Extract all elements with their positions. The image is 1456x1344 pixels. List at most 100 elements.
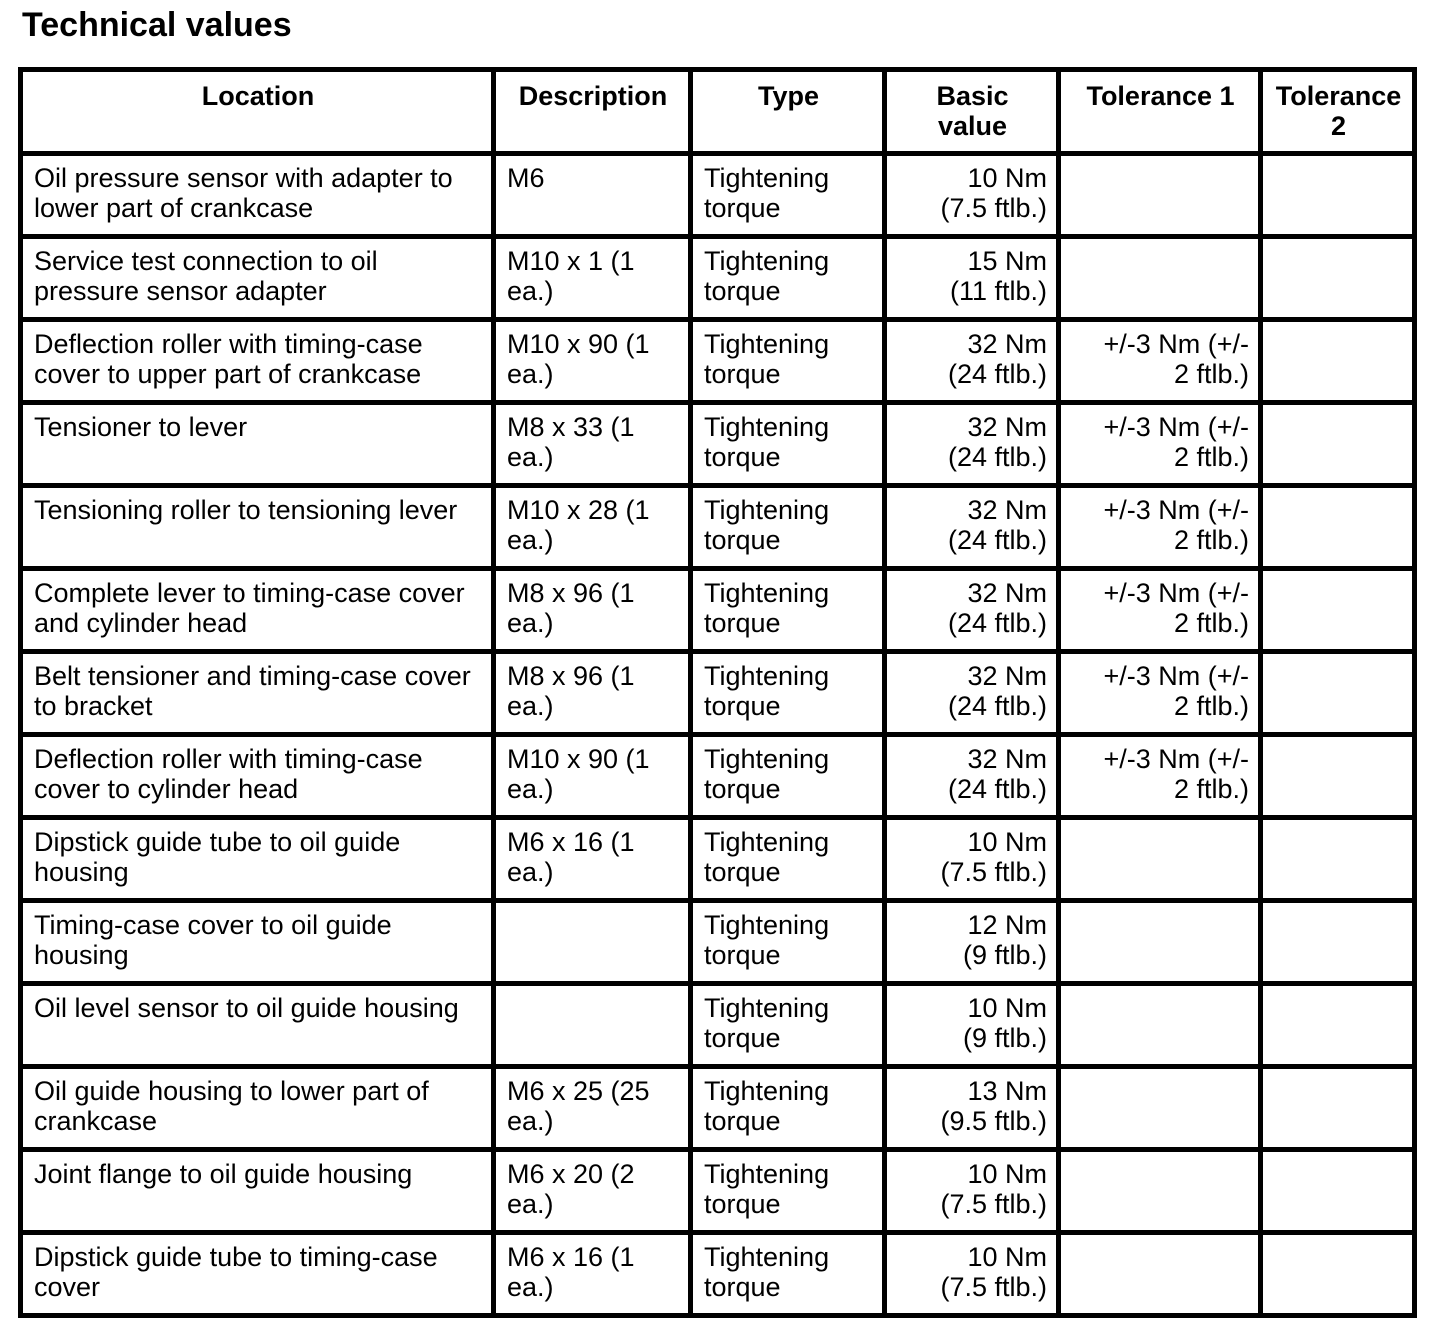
cell-location: Joint flange to oil guide housing	[18, 1147, 496, 1235]
cell-tolerance-2	[1258, 400, 1417, 488]
cell-basic-value: 10 Nm (7.5 ftlb.)	[882, 1230, 1061, 1318]
cell-description: M6 x 20 (2 ea.)	[491, 1147, 693, 1235]
cell-tolerance-1: +/-3 Nm (+/- 2 ftlb.)	[1056, 732, 1263, 820]
cell-description: M6	[491, 151, 693, 239]
cell-type: Tightening torque	[688, 566, 887, 654]
cell-description: M8 x 33 (1 ea.)	[491, 400, 693, 488]
col-header-type: Type	[688, 67, 887, 156]
cell-type: Tightening torque	[688, 649, 887, 737]
cell-tolerance-2	[1258, 317, 1417, 405]
page-title: Technical values	[22, 6, 292, 44]
cell-description: M10 x 1 (1 ea.)	[491, 234, 693, 322]
cell-tolerance-1: +/-3 Nm (+/- 2 ftlb.)	[1056, 400, 1263, 488]
table-row: Oil level sensor to oil guide housing Ti…	[18, 981, 1417, 1069]
cell-tolerance-1	[1056, 234, 1263, 322]
cell-description	[491, 981, 693, 1069]
cell-tolerance-2	[1258, 898, 1417, 986]
cell-description	[491, 898, 693, 986]
col-header-tolerance-1: Tolerance 1	[1056, 67, 1263, 156]
cell-description: M10 x 90 (1 ea.)	[491, 732, 693, 820]
cell-location: Oil level sensor to oil guide housing	[18, 981, 496, 1069]
cell-location: Deflection roller with timing-case cover…	[18, 732, 496, 820]
cell-location: Belt tensioner and timing-case cover to …	[18, 649, 496, 737]
cell-description: M8 x 96 (1 ea.)	[491, 649, 693, 737]
col-header-basic-value: Basic value	[882, 67, 1061, 156]
cell-tolerance-1	[1056, 1230, 1263, 1318]
cell-tolerance-1	[1056, 815, 1263, 903]
cell-basic-value: 10 Nm (7.5 ftlb.)	[882, 815, 1061, 903]
cell-tolerance-2	[1258, 1230, 1417, 1318]
cell-location: Service test connection to oil pressure …	[18, 234, 496, 322]
cell-basic-value: 10 Nm (7.5 ftlb.)	[882, 151, 1061, 239]
table-row: Deflection roller with timing-case cover…	[18, 317, 1417, 405]
table-row: Deflection roller with timing-case cover…	[18, 732, 1417, 820]
cell-basic-value: 32 Nm (24 ftlb.)	[882, 566, 1061, 654]
cell-tolerance-1: +/-3 Nm (+/- 2 ftlb.)	[1056, 566, 1263, 654]
cell-description: M8 x 96 (1 ea.)	[491, 566, 693, 654]
cell-tolerance-1	[1056, 1064, 1263, 1152]
cell-tolerance-1	[1056, 1147, 1263, 1235]
cell-tolerance-2	[1258, 649, 1417, 737]
cell-basic-value: 12 Nm (9 ftlb.)	[882, 898, 1061, 986]
cell-basic-value: 15 Nm (11 ftlb.)	[882, 234, 1061, 322]
cell-location: Oil pressure sensor with adapter to lowe…	[18, 151, 496, 239]
cell-basic-value: 13 Nm (9.5 ftlb.)	[882, 1064, 1061, 1152]
cell-description: M6 x 25 (25 ea.)	[491, 1064, 693, 1152]
cell-description: M10 x 90 (1 ea.)	[491, 317, 693, 405]
col-header-description: Description	[491, 67, 693, 156]
cell-location: Dipstick guide tube to oil guide housing	[18, 815, 496, 903]
cell-type: Tightening torque	[688, 234, 887, 322]
cell-location: Timing-case cover to oil guide housing	[18, 898, 496, 986]
cell-location: Tensioning roller to tensioning lever	[18, 483, 496, 571]
cell-tolerance-2	[1258, 981, 1417, 1069]
table-row: Service test connection to oil pressure …	[18, 234, 1417, 322]
cell-tolerance-2	[1258, 234, 1417, 322]
cell-tolerance-1: +/-3 Nm (+/- 2 ftlb.)	[1056, 649, 1263, 737]
cell-type: Tightening torque	[688, 317, 887, 405]
header-row: Location Description Type Basic value To…	[18, 67, 1417, 156]
cell-type: Tightening torque	[688, 898, 887, 986]
table-row: Joint flange to oil guide housing M6 x 2…	[18, 1147, 1417, 1235]
table-row: Dipstick guide tube to timing-case cover…	[18, 1230, 1417, 1318]
cell-basic-value: 32 Nm (24 ftlb.)	[882, 483, 1061, 571]
cell-tolerance-1	[1056, 981, 1263, 1069]
cell-description: M6 x 16 (1 ea.)	[491, 815, 693, 903]
cell-location: Dipstick guide tube to timing-case cover	[18, 1230, 496, 1318]
cell-location: Deflection roller with timing-case cover…	[18, 317, 496, 405]
table-row: Oil guide housing to lower part of crank…	[18, 1064, 1417, 1152]
cell-type: Tightening torque	[688, 815, 887, 903]
cell-basic-value: 32 Nm (24 ftlb.)	[882, 400, 1061, 488]
cell-tolerance-2	[1258, 566, 1417, 654]
cell-tolerance-1	[1056, 151, 1263, 239]
cell-type: Tightening torque	[688, 981, 887, 1069]
cell-tolerance-2	[1258, 1147, 1417, 1235]
cell-description: M10 x 28 (1 ea.)	[491, 483, 693, 571]
cell-description: M6 x 16 (1 ea.)	[491, 1230, 693, 1318]
cell-type: Tightening torque	[688, 483, 887, 571]
col-header-tolerance-2: Tolerance 2	[1258, 67, 1417, 156]
table-row: Complete lever to timing-case cover and …	[18, 566, 1417, 654]
cell-location: Tensioner to lever	[18, 400, 496, 488]
cell-tolerance-2	[1258, 151, 1417, 239]
technical-values-table: Location Description Type Basic value To…	[18, 67, 1417, 1318]
cell-tolerance-2	[1258, 1064, 1417, 1152]
cell-tolerance-1: +/-3 Nm (+/- 2 ftlb.)	[1056, 317, 1263, 405]
cell-location: Complete lever to timing-case cover and …	[18, 566, 496, 654]
cell-basic-value: 10 Nm (9 ftlb.)	[882, 981, 1061, 1069]
cell-basic-value: 32 Nm (24 ftlb.)	[882, 649, 1061, 737]
cell-type: Tightening torque	[688, 400, 887, 488]
cell-tolerance-2	[1258, 815, 1417, 903]
cell-tolerance-2	[1258, 483, 1417, 571]
table-row: Belt tensioner and timing-case cover to …	[18, 649, 1417, 737]
cell-tolerance-1: +/-3 Nm (+/- 2 ftlb.)	[1056, 483, 1263, 571]
table-row: Tensioner to lever M8 x 33 (1 ea.) Tight…	[18, 400, 1417, 488]
cell-type: Tightening torque	[688, 1230, 887, 1318]
col-header-location: Location	[18, 67, 496, 156]
cell-tolerance-2	[1258, 732, 1417, 820]
cell-basic-value: 32 Nm (24 ftlb.)	[882, 732, 1061, 820]
cell-basic-value: 10 Nm (7.5 ftlb.)	[882, 1147, 1061, 1235]
cell-basic-value: 32 Nm (24 ftlb.)	[882, 317, 1061, 405]
cell-type: Tightening torque	[688, 1147, 887, 1235]
table-row: Tensioning roller to tensioning lever M1…	[18, 483, 1417, 571]
table-row: Oil pressure sensor with adapter to lowe…	[18, 151, 1417, 239]
